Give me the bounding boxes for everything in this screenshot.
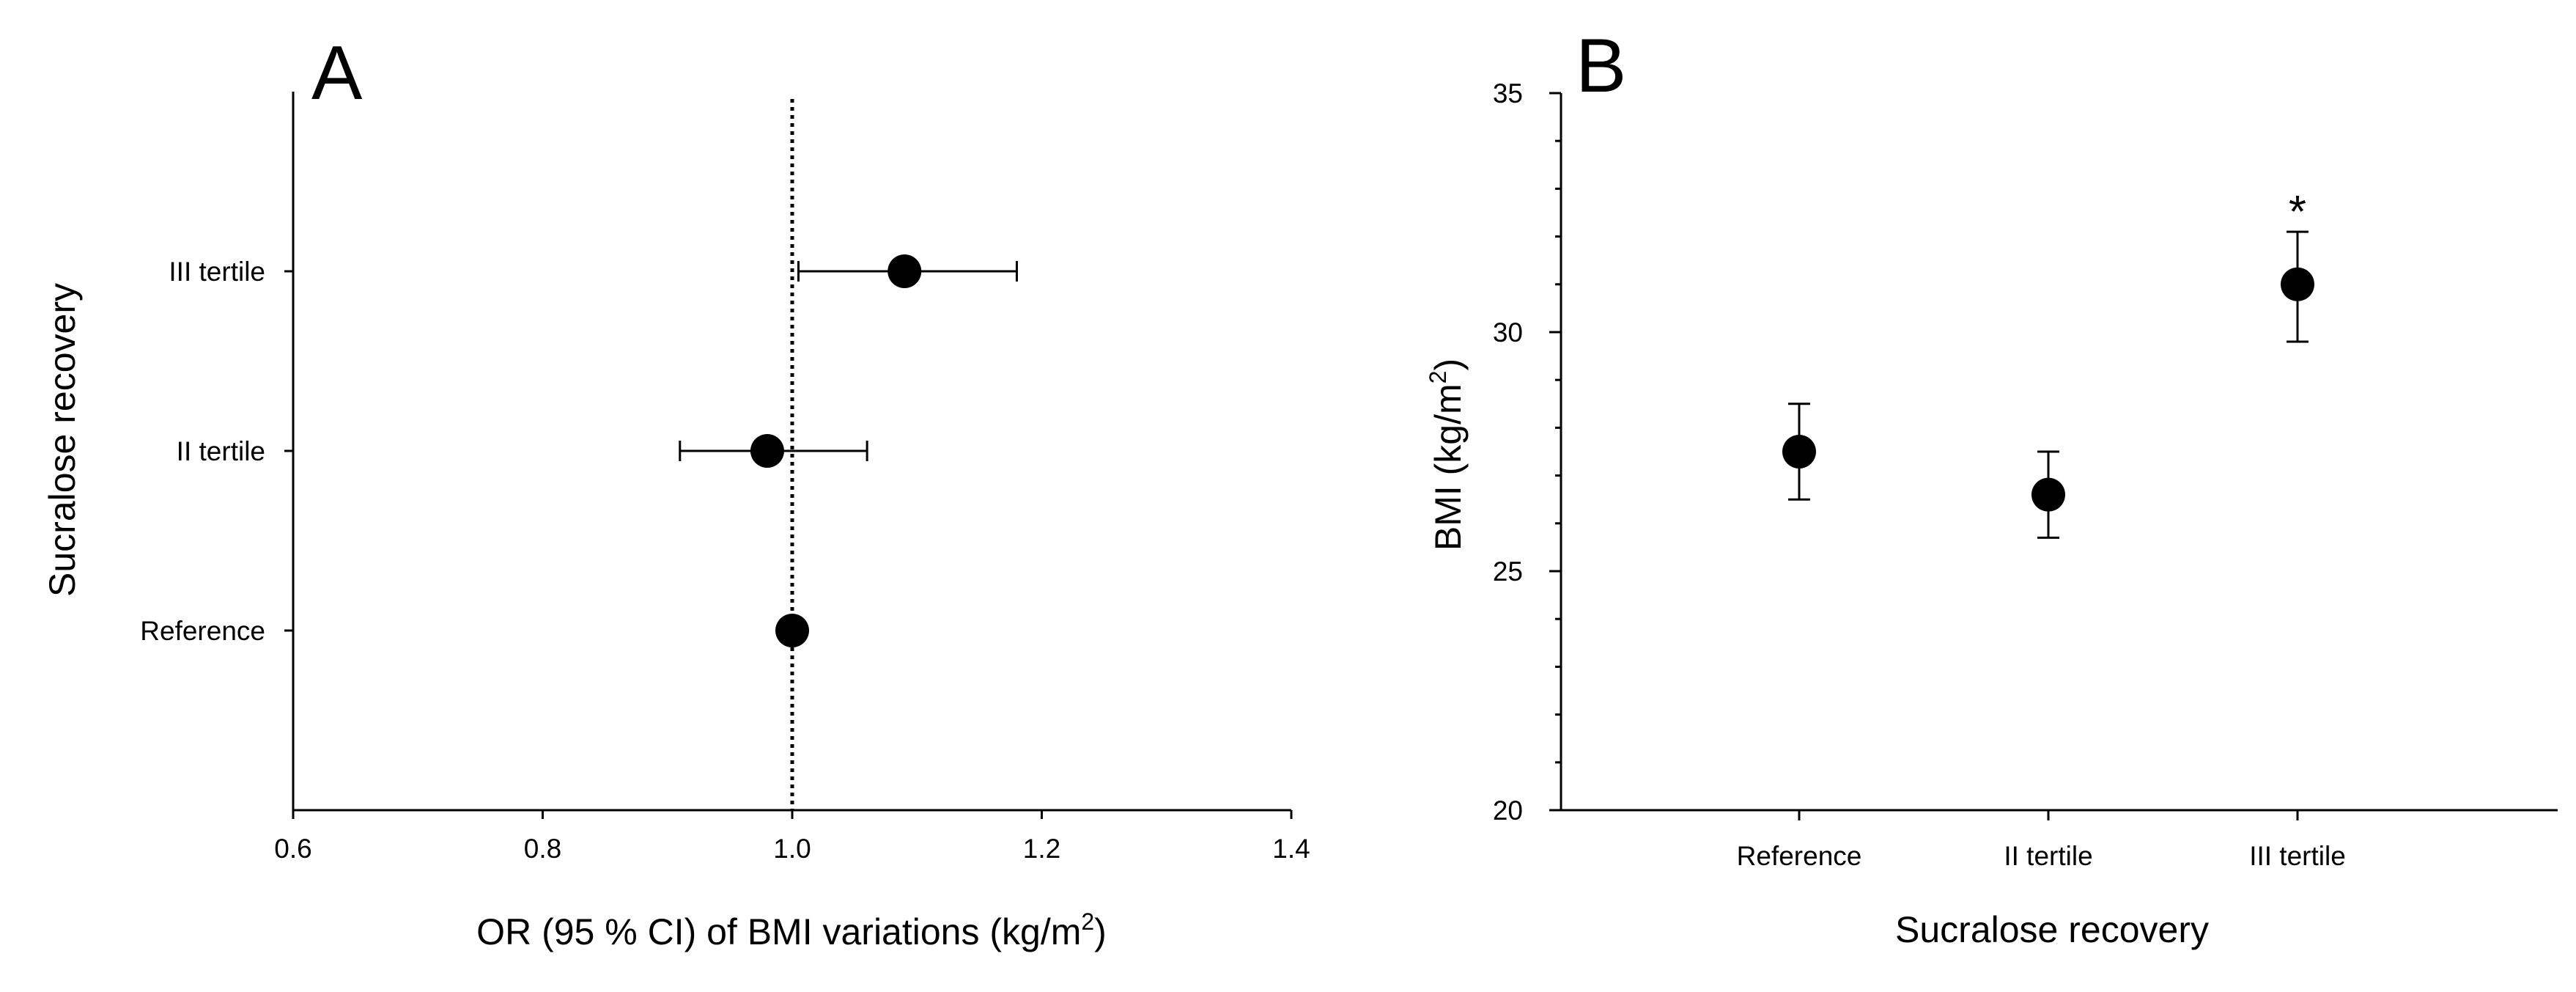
panel-b-dot-plot: B 20 25 30 35 Reference II tertile III tertil… [1425,23,2558,950]
panel-a-y-tick-label-iii-tertile: III tertile [169,257,265,287]
panel-b-point-ii-tertile [2031,477,2065,512]
panel-b-y-tick-label-2: 30 [1493,317,1523,348]
panel-b-y-ticks: 20 25 30 35 [1493,78,1561,826]
panel-a-x-tick-label-4: 1.4 [1272,834,1310,864]
panel-a-points [679,254,1018,647]
panel-a-point-iii-tertile [887,254,922,288]
panel-b-y-axis-label: BMI (kg/m2) [1425,359,1469,551]
panel-a-point-reference [775,614,809,647]
panel-a-x-tick-label-2: 1.0 [773,834,811,864]
panel-a-x-axis-label: OR (95 % CI) of BMI variations (kg/m2) [476,908,1107,952]
panel-a-y-tick-label-ii-tertile: II tertile [177,436,265,466]
panel-b-points: * [1782,187,2314,539]
panel-b-significance-marker-iii-tertile: * [2289,187,2306,238]
panel-b-x-ticks: Reference II tertile III tertile [1737,810,2346,871]
panel-b-x-tick-label-reference: Reference [1737,841,1862,871]
panel-b-y-tick-label-0: 20 [1493,796,1523,826]
panel-b-x-tick-label-iii-tertile: III tertile [2249,841,2346,871]
panel-b-point-reference [1782,435,1816,469]
panel-a-x-ticks: 0.6 0.8 1.0 1.2 1.4 [274,810,1310,864]
panel-b-y-tick-label-3: 35 [1493,78,1523,109]
panel-a-point-ii-tertile [750,434,784,468]
panel-a-letter: A [311,31,363,116]
panel-a-x-tick-label-3: 1.2 [1023,834,1060,864]
panel-a-y-axis-label: Sucralose recovery [42,283,83,597]
panel-a-x-tick-label-1: 0.8 [524,834,561,864]
panel-b-y-tick-label-1: 25 [1493,556,1523,587]
panel-b-point-iii-tertile [2281,267,2314,301]
panel-a-y-tick-label-reference: Reference [140,616,265,646]
panel-a-forest-plot: A 0.6 0.8 1.0 1.2 1.4 Reference II tertile III… [42,31,1310,952]
panel-a-y-ticks: Reference II tertile III tertile [140,257,293,646]
panel-b-letter: B [1576,23,1626,109]
panel-b-x-tick-label-ii-tertile: II tertile [2004,841,2092,871]
panel-a-x-tick-label-0: 0.6 [274,834,311,864]
panel-b-x-axis-label: Sucralose recovery [1895,909,2209,950]
